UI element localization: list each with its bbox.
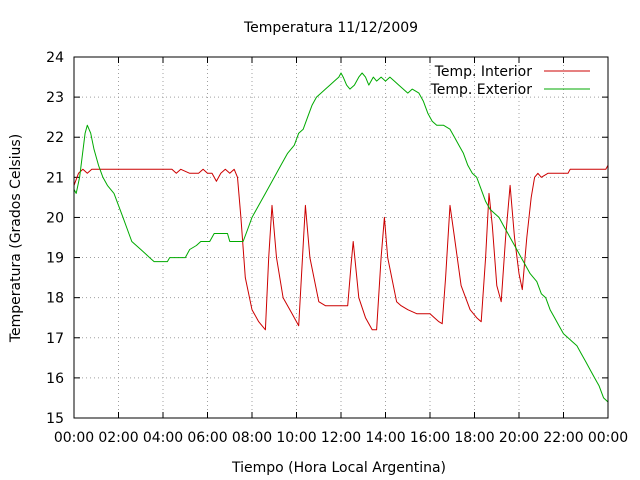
legend: Temp. Interior Temp. Exterior <box>430 64 590 98</box>
x-tick-label: 02:00 <box>98 430 138 446</box>
y-tick-label: 19 <box>46 251 64 267</box>
y-tick-label: 22 <box>46 130 64 146</box>
grid-lines <box>74 57 608 418</box>
y-tick-label: 21 <box>46 170 64 186</box>
axis-ticks: 00:00 02:00 04:00 06:00 08:00 10:00 12:00 14:00… <box>46 50 628 446</box>
x-tick-label: 08:00 <box>232 430 272 446</box>
plot-border <box>73 56 609 419</box>
y-tick-label: 20 <box>46 210 64 226</box>
chart-title: Temperatura 11/12/2009 <box>243 20 418 36</box>
y-tick-label: 18 <box>46 291 64 307</box>
x-tick-label: 16:00 <box>410 430 450 446</box>
series-line-interior <box>73 165 609 331</box>
x-tick-label: 00:00 <box>588 430 628 446</box>
x-tick-label: 12:00 <box>321 430 361 446</box>
series-layer <box>73 72 609 403</box>
x-tick-label: 20:00 <box>499 430 539 446</box>
y-tick-label: 23 <box>46 90 64 106</box>
x-tick-label: 06:00 <box>187 430 227 446</box>
y-tick-label: 16 <box>46 371 64 387</box>
series-line-exterior <box>73 72 609 403</box>
y-tick-label: 24 <box>46 50 64 66</box>
y-tick-label: 15 <box>46 411 64 427</box>
x-axis-label: Tiempo (Hora Local Argentina) <box>231 460 446 476</box>
legend-label: Temp. Exterior <box>430 82 533 98</box>
x-tick-label: 04:00 <box>143 430 183 446</box>
x-tick-label: 22:00 <box>543 430 583 446</box>
x-tick-label: 10:00 <box>276 430 316 446</box>
legend-label: Temp. Interior <box>434 64 533 80</box>
y-tick-label: 17 <box>46 331 64 347</box>
x-tick-label: 14:00 <box>365 430 405 446</box>
y-axis-label: Temperatura (Grados Celsius) <box>8 134 24 343</box>
x-tick-label: 00:00 <box>54 430 94 446</box>
x-tick-label: 18:00 <box>454 430 494 446</box>
